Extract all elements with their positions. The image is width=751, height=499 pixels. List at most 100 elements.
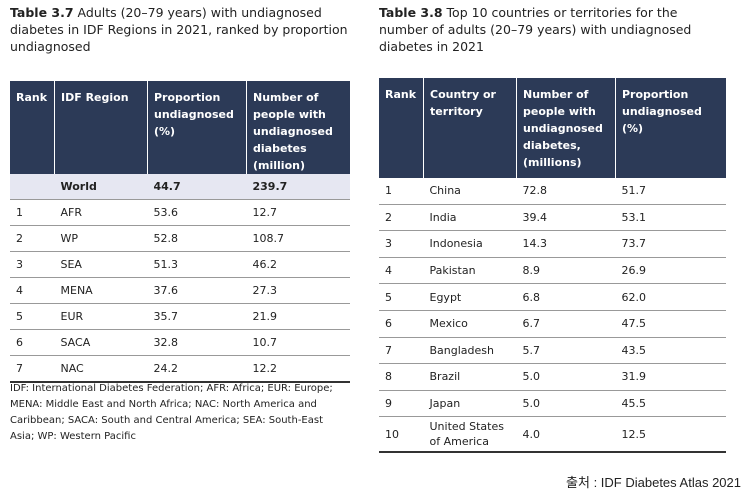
cell-rank: 3 <box>10 251 55 278</box>
cell-rank: 6 <box>10 329 55 356</box>
cell-region: EUR <box>54 303 148 330</box>
header-rank: Rank <box>10 81 55 174</box>
table-row: 4 Pakistan 8.9 26.9 <box>379 257 726 285</box>
cell-country: China <box>423 178 517 205</box>
cell-number: 6.8 <box>516 283 616 311</box>
header-proportion: Proportion undiagnosed (%) <box>615 78 726 178</box>
header-country: Country or territory <box>423 78 517 178</box>
table-row: 10 United States of America 4.0 12.5 <box>379 416 726 454</box>
cell-rank: 4 <box>10 277 55 304</box>
cell-proportion: 53.6 <box>147 199 247 226</box>
cell-proportion: 37.6 <box>147 277 247 304</box>
table-row: 5 Egypt 6.8 62.0 <box>379 283 726 311</box>
table-row: 6 SACA 32.8 10.7 <box>10 329 350 356</box>
table-header-row: Rank IDF Region Proportion undiagnosed (… <box>10 81 350 174</box>
cell-proportion: 51.7 <box>615 178 726 205</box>
cell-number: 14.3 <box>516 230 616 258</box>
table-row: 3 Indonesia 14.3 73.7 <box>379 230 726 258</box>
header-proportion: Proportion undiagnosed (%) <box>147 81 247 174</box>
cell-proportion: 53.1 <box>615 204 726 232</box>
table-3-7-footnote: IDF: International Diabetes Federation; … <box>10 383 333 442</box>
cell-proportion: 32.8 <box>147 329 247 356</box>
table-3-7: Rank IDF Region Proportion undiagnosed (… <box>10 81 350 383</box>
cell-number: 12.2 <box>246 355 350 383</box>
cell-proportion: 31.9 <box>615 363 726 391</box>
header-number: Number of people with undiagnosed diabet… <box>246 81 350 174</box>
cell-rank <box>10 174 55 200</box>
cell-number: 239.7 <box>246 174 350 200</box>
table-3-7-number: Table 3.7 <box>10 5 74 20</box>
source-note: 출처 : IDF Diabetes Atlas 2021 <box>566 475 741 490</box>
cell-rank: 7 <box>10 355 55 383</box>
header-rank: Rank <box>379 78 424 178</box>
table-3-7-caption: Table 3.7 Adults (20–79 years) with undi… <box>10 4 350 55</box>
cell-region: SEA <box>54 251 148 278</box>
cell-rank: 9 <box>379 390 424 418</box>
table-row: 3 SEA 51.3 46.2 <box>10 251 350 278</box>
table-3-8-title: Top 10 countries or territories for the … <box>379 5 692 54</box>
cell-country: Bangladesh <box>423 337 517 365</box>
cell-rank: 1 <box>10 199 55 226</box>
cell-region: WP <box>54 225 148 252</box>
cell-rank: 7 <box>379 337 424 365</box>
cell-proportion: 62.0 <box>615 283 726 311</box>
cell-country: Indonesia <box>423 230 517 258</box>
cell-number: 8.9 <box>516 257 616 285</box>
cell-number: 10.7 <box>246 329 350 356</box>
table-row: 1 AFR 53.6 12.7 <box>10 199 350 226</box>
cell-country: Brazil <box>423 363 517 391</box>
cell-rank: 5 <box>379 283 424 311</box>
cell-number: 21.9 <box>246 303 350 330</box>
table-3-7-title: Adults (20–79 years) with undiagnosed di… <box>10 5 348 54</box>
table-3-8-panel: Table 3.8 Top 10 countries or territorie… <box>379 4 726 454</box>
cell-number: 5.7 <box>516 337 616 365</box>
cell-region: World <box>54 174 148 200</box>
cell-region: AFR <box>54 199 148 226</box>
cell-number: 46.2 <box>246 251 350 278</box>
table-3-8-number: Table 3.8 <box>379 5 443 20</box>
table-row: 2 WP 52.8 108.7 <box>10 225 350 252</box>
cell-rank: 10 <box>379 416 424 454</box>
cell-number: 108.7 <box>246 225 350 252</box>
table-row: 6 Mexico 6.7 47.5 <box>379 310 726 338</box>
cell-number: 27.3 <box>246 277 350 304</box>
cell-country: India <box>423 204 517 232</box>
table-row: 4 MENA 37.6 27.3 <box>10 277 350 304</box>
cell-rank: 1 <box>379 178 424 205</box>
cell-proportion: 73.7 <box>615 230 726 258</box>
cell-rank: 4 <box>379 257 424 285</box>
cell-rank: 5 <box>10 303 55 330</box>
cell-proportion: 24.2 <box>147 355 247 383</box>
cell-proportion: 44.7 <box>147 174 247 200</box>
table-3-7-panel: Table 3.7 Adults (20–79 years) with undi… <box>10 4 350 383</box>
cell-proportion: 26.9 <box>615 257 726 285</box>
header-number: Number of people with undiagnosed diabet… <box>516 78 616 178</box>
cell-number: 6.7 <box>516 310 616 338</box>
cell-proportion: 45.5 <box>615 390 726 418</box>
cell-country: United States of America <box>423 416 517 454</box>
table-row: 7 Bangladesh 5.7 43.5 <box>379 337 726 365</box>
cell-region: MENA <box>54 277 148 304</box>
cell-country: Egypt <box>423 283 517 311</box>
cell-number: 4.0 <box>516 416 616 454</box>
cell-proportion: 12.5 <box>615 416 726 454</box>
cell-number: 5.0 <box>516 363 616 391</box>
table-row: 1 China 72.8 51.7 <box>379 178 726 205</box>
table-header-row: Rank Country or territory Number of peop… <box>379 78 726 178</box>
cell-country: Japan <box>423 390 517 418</box>
cell-number: 72.8 <box>516 178 616 205</box>
table-row-world: World 44.7 239.7 <box>10 174 350 200</box>
cell-number: 39.4 <box>516 204 616 232</box>
cell-rank: 2 <box>10 225 55 252</box>
cell-proportion: 51.3 <box>147 251 247 278</box>
cell-rank: 8 <box>379 363 424 391</box>
cell-region: SACA <box>54 329 148 356</box>
table-row: 5 EUR 35.7 21.9 <box>10 303 350 330</box>
table-row: 8 Brazil 5.0 31.9 <box>379 363 726 391</box>
cell-number: 5.0 <box>516 390 616 418</box>
header-region: IDF Region <box>54 81 148 174</box>
table-row: 2 India 39.4 53.1 <box>379 204 726 232</box>
cell-number: 12.7 <box>246 199 350 226</box>
cell-rank: 3 <box>379 230 424 258</box>
cell-country: Pakistan <box>423 257 517 285</box>
